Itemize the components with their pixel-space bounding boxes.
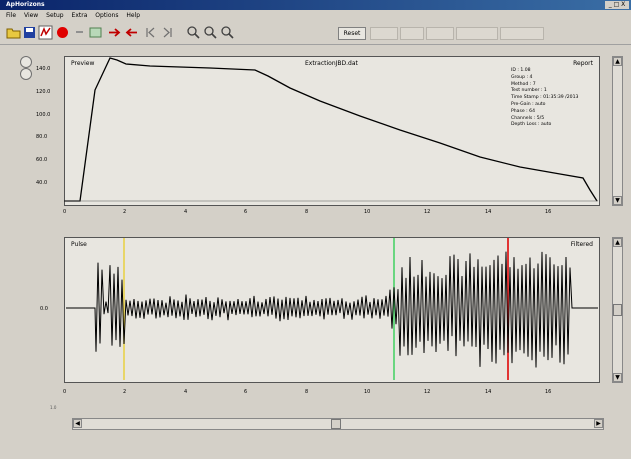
bottom-x-tick: 4 [184, 389, 188, 395]
menu-file[interactable]: File [6, 12, 17, 19]
top-x-tick: 14 [485, 209, 492, 215]
status-field-2 [400, 27, 424, 40]
title-bar: ApHorizons _ □ X [0, 0, 631, 10]
recording-info: ID : 1.08 Group : 4 Method : 7 Test numb… [511, 68, 578, 129]
open-folder-icon[interactable] [6, 25, 21, 40]
menu-options[interactable]: Options [95, 12, 119, 19]
bottom-chart-right-label: Filtered [570, 241, 593, 248]
scroll-up-arrow-icon[interactable]: ▲ [613, 238, 622, 247]
top-x-tick: 6 [244, 209, 248, 215]
top-x-tick: 16 [545, 209, 552, 215]
menu-help[interactable]: Help [126, 12, 141, 19]
info-line: Pre-Gain : auto [511, 101, 546, 107]
info-line: Test number : 1 [511, 88, 547, 94]
top-vertical-scrollbar[interactable]: ▲ ▼ [612, 56, 623, 206]
option-radio-2[interactable] [20, 68, 32, 80]
waveform-trace [66, 251, 598, 368]
chart-icon[interactable] [38, 25, 53, 40]
menu-extra[interactable]: Extra [71, 12, 88, 19]
top-y-tick: 40.0 [36, 180, 48, 186]
scroll-thumb[interactable] [613, 304, 622, 316]
top-x-tick: 4 [184, 209, 188, 215]
status-field-1 [370, 27, 398, 40]
bottom-x-tick: 10 [364, 389, 371, 395]
top-y-tick: 100.0 [36, 112, 51, 118]
info-line: Channels : 5/5 [511, 115, 545, 121]
horizontal-scrollbar[interactable]: ◀ ▶ [72, 418, 604, 430]
top-chart-right-label: Report [573, 60, 593, 67]
bottom-x-tick: 2 [123, 389, 127, 395]
menu-setup[interactable]: Setup [46, 12, 64, 19]
top-x-tick: 0 [63, 209, 67, 215]
window-controls[interactable]: _ □ X [605, 1, 629, 9]
toolbar: Reset [0, 22, 631, 45]
top-chart-left-label: Preview [71, 60, 95, 67]
reset-button[interactable]: Reset [338, 27, 366, 40]
scroll-thumb[interactable] [331, 419, 341, 429]
info-line: Time Stamp : 01:35:39 /2013 [511, 95, 579, 101]
top-chart-curve [64, 57, 598, 202]
status-field-4 [456, 27, 498, 40]
first-icon[interactable] [143, 25, 158, 40]
bottom-x-tick: 0 [63, 389, 67, 395]
menu-view[interactable]: View [23, 12, 39, 19]
bottom-y-tick: 0.0 [40, 306, 48, 312]
stop-icon[interactable] [72, 25, 87, 40]
top-y-tick: 120.0 [36, 89, 51, 95]
status-field-5 [500, 27, 544, 40]
top-x-tick: 10 [364, 209, 371, 215]
zoom-out-icon[interactable] [203, 25, 218, 40]
info-line: ID : 1.08 [511, 68, 531, 73]
top-y-tick: 60.0 [36, 157, 48, 163]
previous-icon[interactable] [124, 25, 139, 40]
top-x-tick: 12 [424, 209, 431, 215]
zoom-in-icon[interactable] [186, 25, 201, 40]
window-title: ApHorizons [6, 1, 45, 8]
last-icon[interactable] [160, 25, 175, 40]
bottom-x-tick: 16 [545, 389, 552, 395]
menu-bar: File View Setup Extra Options Help [0, 10, 631, 22]
scroll-up-arrow-icon[interactable]: ▲ [613, 57, 622, 66]
top-y-tick: 80.0 [36, 134, 48, 140]
scale-label: 1.0 [50, 405, 57, 410]
save-icon[interactable] [22, 25, 37, 40]
scroll-left-arrow-icon[interactable]: ◀ [73, 419, 82, 428]
top-chart-title: ExtractionJBD.dat [305, 60, 358, 67]
info-line: Group : 4 [511, 74, 533, 80]
info-line: Method : 7 [511, 81, 536, 87]
top-y-tick: 140.0 [36, 66, 51, 72]
bottom-chart-left-label: Pulse [71, 241, 87, 248]
top-x-tick: 8 [305, 209, 309, 215]
bottom-x-tick: 8 [305, 389, 309, 395]
scroll-down-arrow-icon[interactable]: ▼ [613, 373, 622, 382]
bottom-x-tick: 6 [244, 389, 248, 395]
record-icon[interactable] [55, 25, 70, 40]
scroll-right-arrow-icon[interactable]: ▶ [594, 419, 603, 428]
display-icon[interactable] [88, 25, 103, 40]
bottom-x-tick: 14 [485, 389, 492, 395]
scroll-down-arrow-icon[interactable]: ▼ [613, 196, 622, 205]
bottom-x-tick: 12 [424, 389, 431, 395]
next-icon[interactable] [107, 25, 122, 40]
info-line: Phase : 64 [511, 108, 536, 114]
option-radio-1[interactable] [20, 56, 32, 68]
top-chart-panel: Preview ExtractionJBD.dat Report ID : 1.… [64, 56, 600, 206]
top-x-tick: 2 [123, 209, 127, 215]
info-line: Depth Loss : auto [511, 122, 552, 128]
bottom-vertical-scrollbar[interactable]: ▲ ▼ [612, 237, 623, 383]
zoom-reset-icon[interactable] [220, 25, 235, 40]
status-field-3 [426, 27, 454, 40]
